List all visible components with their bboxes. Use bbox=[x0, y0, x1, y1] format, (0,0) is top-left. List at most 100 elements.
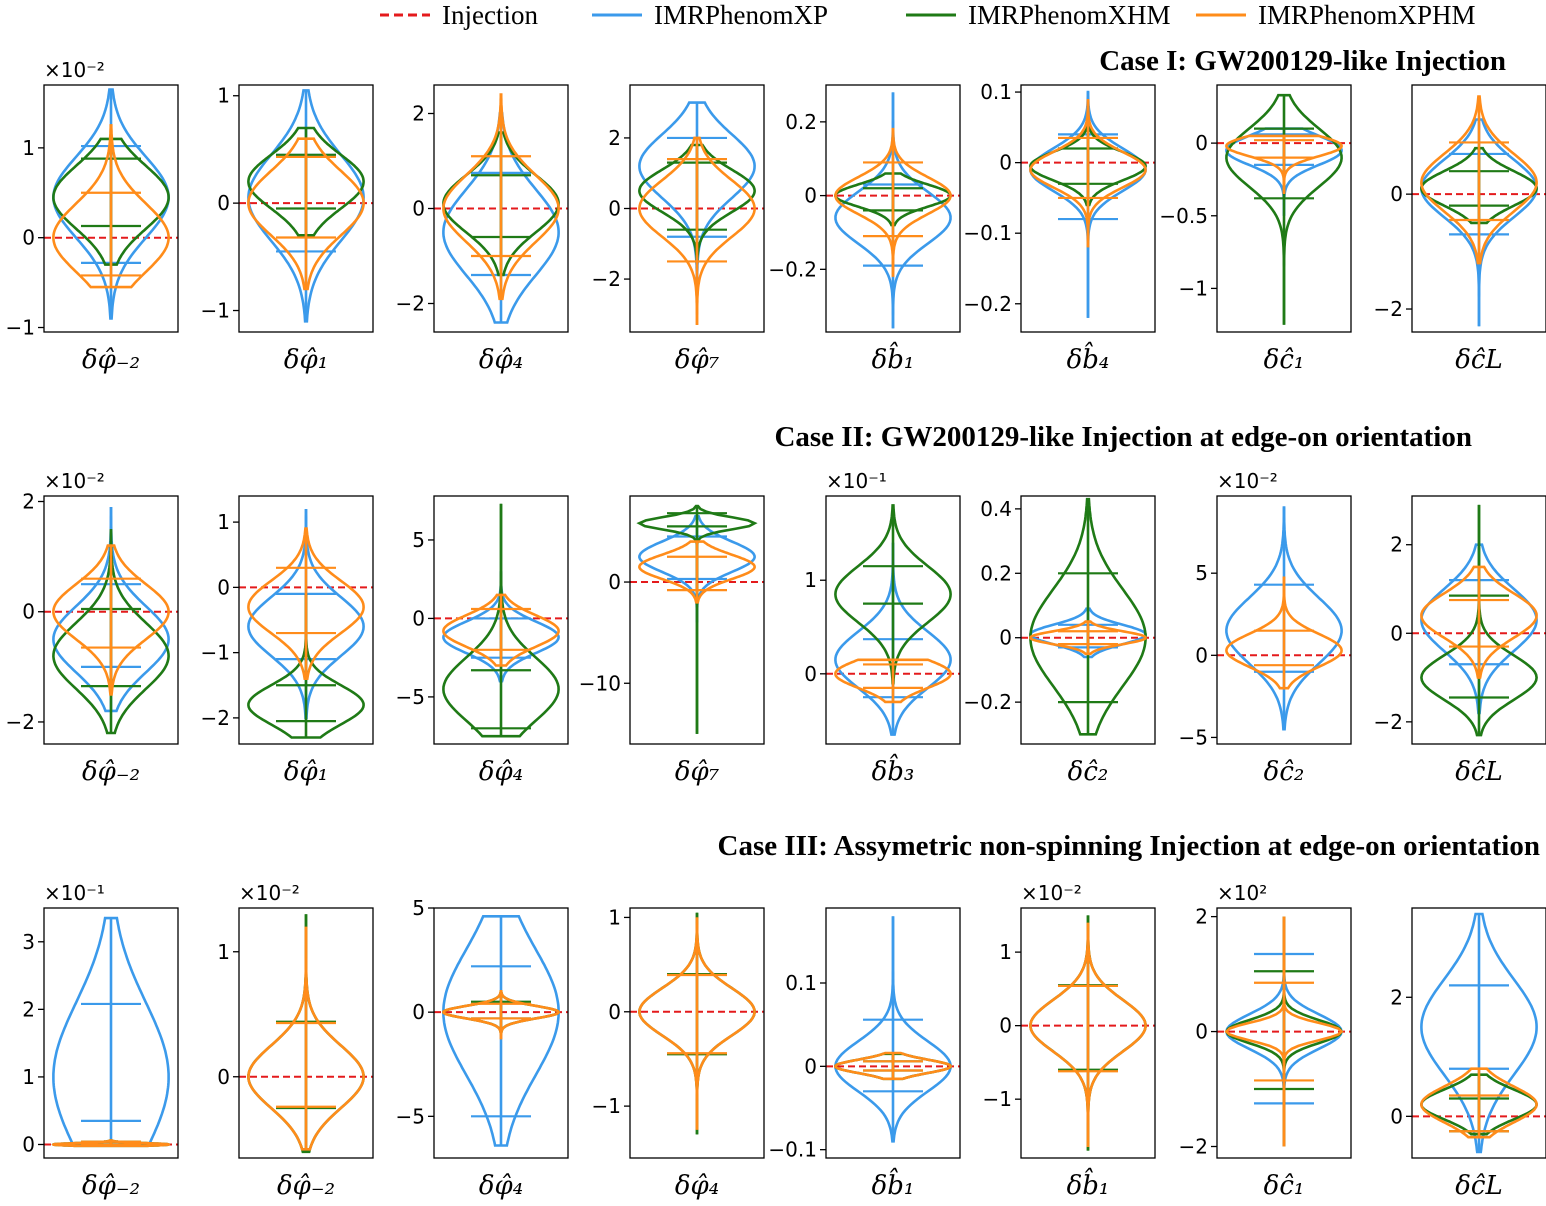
y-tick-label: −0.2 bbox=[768, 257, 817, 281]
violin-series bbox=[1225, 576, 1343, 690]
axes-frame bbox=[1411, 907, 1546, 1159]
axis-scale-factor: ×10² bbox=[1217, 881, 1267, 905]
axes-frame bbox=[43, 495, 179, 745]
axes-frame bbox=[825, 907, 961, 1159]
case-titles: Case I: GW200129-like Injection Case II: … bbox=[718, 45, 1541, 862]
legend-label: IMRPhenomXP bbox=[654, 0, 828, 30]
violin-body bbox=[834, 1051, 952, 1081]
y-tick-label: 0 bbox=[412, 1000, 425, 1024]
y-tick-label: −5 bbox=[396, 1104, 425, 1128]
y-tick-label: −0.2 bbox=[963, 690, 1012, 714]
y-tick-label: −2 bbox=[1179, 1135, 1208, 1159]
y-tick-label: 0 bbox=[804, 662, 817, 686]
y-tick-label: 5 bbox=[412, 528, 425, 552]
violin-series bbox=[1420, 565, 1538, 679]
x-axis-label: δφ̂₁ bbox=[284, 345, 328, 375]
axes-frame bbox=[433, 495, 569, 745]
violin-body bbox=[247, 126, 365, 237]
y-tick-label: 3 bbox=[22, 930, 35, 954]
axes-frame bbox=[629, 495, 765, 745]
y-tick-label: −1 bbox=[201, 299, 230, 323]
y-tick-label: 5 bbox=[1195, 561, 1208, 585]
violin-series bbox=[1029, 922, 1147, 1147]
axis-scale-factor: ×10⁻² bbox=[1021, 881, 1082, 905]
y-tick-label: 1 bbox=[804, 568, 817, 592]
x-axis-label: δφ̂₄ bbox=[479, 757, 523, 787]
violin-panel: −10 0 δφ̂₇ bbox=[579, 495, 765, 787]
violin-series bbox=[638, 136, 756, 325]
axis-scale-factor: ×10⁻² bbox=[239, 881, 300, 905]
violin-series bbox=[834, 916, 952, 1143]
x-axis-label: δφ̂₋₂ bbox=[82, 1171, 140, 1201]
y-tick-label: −1 bbox=[592, 1094, 621, 1118]
y-tick-label: 2 bbox=[412, 102, 425, 126]
violin-series bbox=[247, 137, 365, 291]
y-tick-label: −1 bbox=[6, 316, 35, 340]
x-axis-label: δφ̂₄ bbox=[479, 345, 523, 375]
violin-panel: −2 −1 0 1 δφ̂₁ bbox=[201, 495, 374, 787]
x-axis-label: δφ̂₁ bbox=[284, 757, 328, 787]
x-axis-label: δφ̂₋₂ bbox=[82, 345, 140, 375]
violin-body bbox=[52, 88, 170, 320]
y-tick-label: −2 bbox=[396, 292, 425, 316]
y-tick-label: 2 bbox=[22, 997, 35, 1021]
y-tick-label: −2 bbox=[6, 710, 35, 734]
violin-panel: 0 1 ×10⁻² δφ̂₋₂ bbox=[217, 881, 374, 1201]
violin-panel: −0.2 0 0.2 0.4 δĉ₂ bbox=[963, 495, 1156, 787]
violin-body bbox=[834, 658, 952, 704]
violin-series bbox=[51, 1139, 171, 1148]
y-tick-label: −2 bbox=[1374, 297, 1403, 321]
violin-body bbox=[638, 540, 756, 604]
case-title: Case III: Assymetric non-spinning Inject… bbox=[718, 830, 1541, 862]
y-tick-label: −0.2 bbox=[963, 292, 1012, 316]
x-axis-label: δĉL bbox=[1455, 757, 1502, 787]
y-tick-label: 1 bbox=[999, 940, 1012, 964]
violin-panel: −2 0 2 δφ̂₄ bbox=[396, 84, 569, 375]
violin-body bbox=[1029, 497, 1147, 736]
axes-frame bbox=[238, 84, 374, 333]
violin-series bbox=[52, 544, 170, 696]
violin-series bbox=[1224, 916, 1344, 1147]
axes-frame bbox=[433, 907, 569, 1159]
y-tick-label: −5 bbox=[1179, 725, 1208, 749]
violin-series bbox=[638, 917, 756, 1130]
y-tick-label: 0 bbox=[217, 191, 230, 215]
violin-panel: −1 −0.5 0 δĉ₁ bbox=[1159, 84, 1352, 375]
violin-series bbox=[1029, 99, 1147, 248]
violin-body bbox=[834, 172, 952, 227]
y-tick-label: 0 bbox=[608, 1000, 621, 1024]
x-axis-label: δĉL bbox=[1455, 345, 1502, 375]
violin-series bbox=[442, 593, 560, 667]
y-tick-label: −0.1 bbox=[768, 1138, 817, 1162]
violin-series bbox=[247, 527, 365, 680]
violin-body bbox=[247, 137, 365, 291]
violin-body bbox=[1420, 543, 1538, 715]
violin-panel: −5 0 5 δφ̂₄ bbox=[396, 495, 569, 787]
violin-series bbox=[442, 93, 560, 301]
y-tick-label: 0 bbox=[999, 1014, 1012, 1038]
violin-body bbox=[638, 101, 756, 297]
legend-entry: Injection bbox=[380, 0, 538, 30]
violin-body bbox=[834, 127, 952, 277]
violin-series bbox=[1420, 1067, 1538, 1139]
legend-label: IMRPhenomXPHM bbox=[1258, 0, 1476, 30]
x-axis-label: δĉ₁ bbox=[1264, 345, 1305, 375]
violin-body bbox=[52, 916, 170, 1146]
axes-frame bbox=[238, 495, 374, 745]
axes-frame bbox=[1411, 495, 1546, 745]
y-tick-label: 1 bbox=[217, 510, 230, 534]
y-tick-label: 1 bbox=[217, 84, 230, 108]
violin-panel: 0 2 δĉL bbox=[1390, 907, 1546, 1201]
violin-panel: −2 0 2 ×10⁻² δφ̂₋₂ bbox=[6, 469, 179, 787]
y-tick-label: 0 bbox=[1390, 1104, 1403, 1128]
axes-frame bbox=[43, 84, 179, 333]
axes-frame bbox=[1020, 84, 1156, 333]
y-tick-label: 2 bbox=[1390, 985, 1403, 1009]
y-tick-label: 1 bbox=[217, 940, 230, 964]
violin-panel: −2 0 δĉL bbox=[1374, 84, 1546, 375]
y-tick-label: −1 bbox=[983, 1087, 1012, 1111]
x-axis-label: δb̂₁ bbox=[1067, 1167, 1110, 1201]
y-tick-label: 1 bbox=[608, 905, 621, 929]
